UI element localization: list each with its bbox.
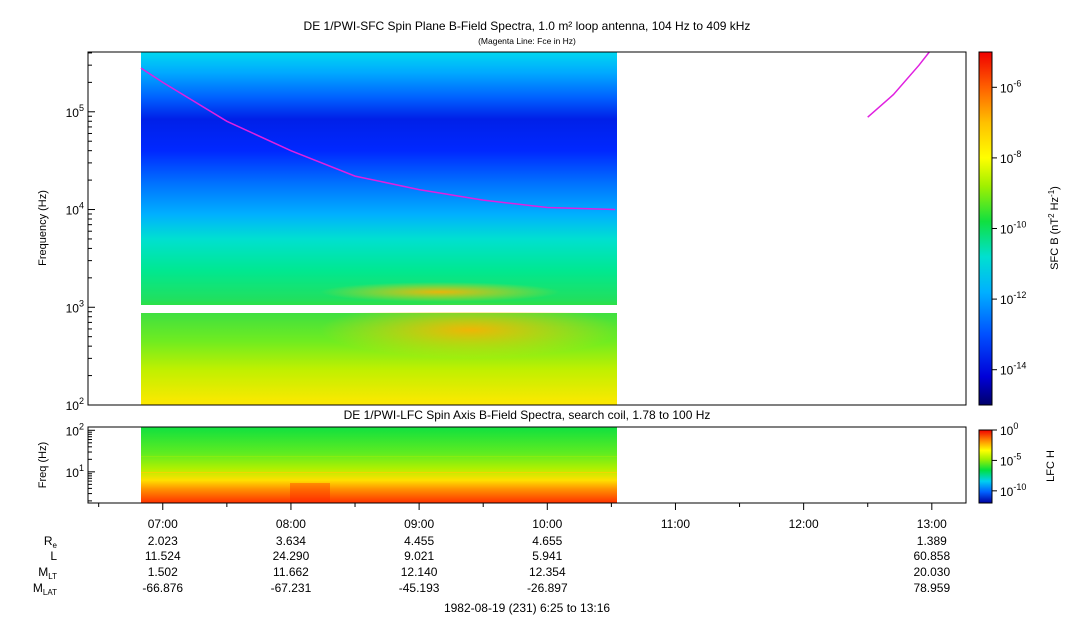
ephemeris-row-label: Re: [44, 534, 58, 550]
sfc-plot-frame: [87, 51, 967, 406]
lfc-spectrogram: [141, 427, 617, 503]
ephemeris-table: Re 2.023 3.634 4.455 4.655 1.389 L 11.524 24.290…: [33, 534, 951, 597]
lfc-y-axis: 101 102: [66, 421, 95, 502]
ephemeris-value: 11.524: [145, 549, 181, 563]
sfc-y-axis: 102 103 104 105: [66, 52, 95, 413]
ephemeris-row-label: L: [50, 549, 57, 563]
ephemeris-value: -26.897: [527, 581, 568, 595]
time-tick-label: 08:00: [276, 517, 306, 531]
ephemeris-value: 78.959: [913, 581, 950, 595]
lfc-warm-region: [290, 483, 330, 503]
time-tick-label: 11:00: [661, 517, 690, 531]
ephemeris-value: 4.655: [532, 534, 562, 548]
sfc-colorbar-tick-label: 10-12: [1000, 290, 1026, 307]
sfc-y-tick-label: 105: [66, 103, 84, 120]
sfc-y-tick-label: 103: [66, 298, 84, 315]
ephemeris-row-label: MLT: [38, 565, 57, 581]
time-tick-label: 13:00: [917, 517, 947, 531]
lfc-colorbar-scale: [978, 429, 993, 504]
chart-subtitle: (Magenta Line: Fce in Hz): [478, 36, 576, 46]
ephemeris-value: 1.389: [917, 534, 947, 548]
ephemeris-value: 11.662: [273, 565, 309, 579]
lfc-panel: 101 102 Freq (Hz): [37, 421, 967, 504]
sfc-colorbar-tick-label: 10-10: [1000, 220, 1026, 237]
sfc-y-tick-label: 104: [66, 201, 84, 218]
sfc-panel: 102 103 104 105 Frequency (Hz): [37, 51, 967, 413]
lfc-colorbar-tick-label: 100: [1000, 421, 1018, 438]
time-tick-label: 07:00: [148, 517, 178, 531]
time-axis: 07:00 08:00 09:00 10:00 11:00 12:00 13:00: [88, 502, 966, 531]
sfc-y-tick-label: 102: [66, 396, 84, 413]
ephemeris-value: -66.876: [142, 581, 183, 595]
ephemeris-value: 24.290: [273, 549, 310, 563]
lfc-colorbar-tick-label: 10-5: [1000, 451, 1021, 468]
lfc-colorbar: 100 10-5 10-10 LFC H: [978, 421, 1057, 504]
time-tick-label: 12:00: [789, 517, 819, 531]
lfc-colorbar-label: LFC H: [1045, 450, 1057, 482]
lfc-band-1: [141, 456, 617, 457]
sfc-colorbar-tick-label: 10-8: [1000, 149, 1021, 166]
ephemeris-value: 3.634: [276, 534, 306, 548]
time-tick-label: 09:00: [404, 517, 434, 531]
sfc-colorbar: 10-6 10-8 10-10 10-12 10-14 SFC B (nT2 Hz-1): [978, 51, 1061, 406]
fce-line-segment: [867, 52, 930, 118]
sfc-colorbar-label: SFC B (nT2 Hz-1): [1047, 186, 1061, 270]
fce-line: [140, 52, 930, 211]
ephemeris-value: 9.021: [404, 549, 434, 563]
ephemeris-value: 5.941: [532, 549, 562, 563]
ephemeris-value: 20.030: [913, 565, 950, 579]
lfc-y-tick-label: 102: [66, 421, 84, 438]
date-range-footer: 1982-08-19 (231) 6:25 to 13:16: [444, 601, 610, 615]
chart-title: DE 1/PWI-SFC Spin Plane B-Field Spectra,…: [304, 19, 751, 33]
sfc-data-gap: [141, 305, 617, 312]
ephemeris-value: -45.193: [399, 581, 440, 595]
ephemeris-value: 12.354: [529, 565, 566, 579]
ephemeris-value: 60.858: [913, 549, 950, 563]
fce-line-segment: [140, 67, 616, 211]
lfc-title: DE 1/PWI-LFC Spin Axis B-Field Spectra, …: [344, 408, 711, 422]
ephemeris-value: 2.023: [148, 534, 178, 548]
ephemeris-value: -67.231: [271, 581, 312, 595]
sfc-warm-emission-2: [320, 282, 560, 302]
lfc-y-tick-label: 101: [66, 463, 84, 480]
sfc-colorbar-scale: [978, 51, 993, 406]
sfc-colorbar-tick-label: 10-14: [1000, 361, 1026, 378]
sfc-colorbar-tick-label: 10-6: [1000, 78, 1021, 95]
lfc-y-axis-label: Freq (Hz): [37, 442, 49, 488]
ephemeris-value: 1.502: [148, 565, 178, 579]
time-tick-label: 10:00: [532, 517, 562, 531]
lfc-colorbar-tick-label: 10-10: [1000, 482, 1026, 499]
lfc-colorbar-ticks: 100 10-5 10-10: [992, 421, 1026, 499]
ephemeris-row-label: MLAT: [33, 581, 57, 597]
ephemeris-value: 12.140: [401, 565, 438, 579]
sfc-colorbar-ticks: 10-6 10-8 10-10 10-12 10-14: [992, 78, 1026, 378]
sfc-y-axis-label: Frequency (Hz): [37, 190, 49, 266]
lfc-band-2: [141, 472, 617, 473]
sfc-warm-emission: [320, 302, 620, 358]
ephemeris-value: 4.455: [404, 534, 434, 548]
